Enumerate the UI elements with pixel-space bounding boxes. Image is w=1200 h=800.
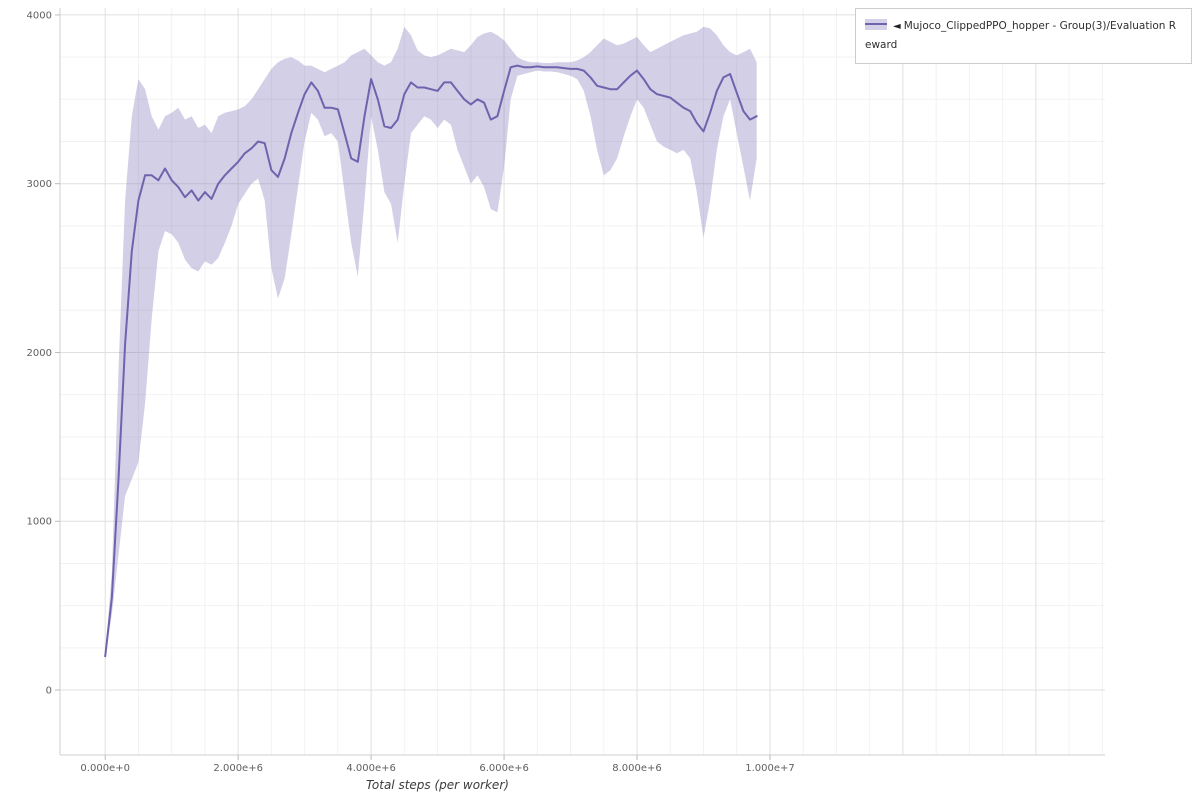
y-tick-labels: 0 1000 2000 3000 4000 bbox=[27, 10, 52, 696]
x-axis-title: Total steps (per worker) bbox=[366, 778, 509, 792]
mean-line bbox=[104, 64, 758, 658]
legend-swatch-icon bbox=[865, 19, 887, 30]
gridlines-major bbox=[60, 8, 1105, 755]
gridlines-minor bbox=[60, 8, 1105, 755]
y-tick-label: 0 bbox=[46, 686, 52, 697]
x-tick-label: 6.000e+6 bbox=[479, 763, 529, 774]
x-tick-label: 0.000e+0 bbox=[80, 763, 130, 774]
x-tick-labels: 0.000e+0 2.000e+6 4.000e+6 6.000e+6 8.000e+6… bbox=[80, 763, 794, 774]
legend-item[interactable]: ◄ Mujoco_ClippedPPO_hopper - Group(3)/Eva… bbox=[865, 17, 1182, 55]
y-tick-label: 3000 bbox=[27, 179, 52, 190]
x-tick-label: 8.000e+6 bbox=[612, 763, 662, 774]
axis-lines bbox=[59, 8, 1105, 756]
legend-label: Mujoco_ClippedPPO_hopper - Group(3)/Eval… bbox=[865, 20, 1177, 51]
y-tick-label: 4000 bbox=[27, 10, 52, 21]
legend: ◄ Mujoco_ClippedPPO_hopper - Group(3)/Eva… bbox=[855, 8, 1192, 64]
legend-swatch-line-icon bbox=[865, 23, 887, 25]
y-tick-label: 2000 bbox=[27, 348, 52, 359]
tick-marks bbox=[55, 14, 771, 760]
legend-marker-icon: ◄ bbox=[893, 21, 901, 32]
x-tick-label: 2.000e+6 bbox=[213, 763, 263, 774]
confidence-band bbox=[105, 26, 757, 658]
legend-label-wrap: ◄ Mujoco_ClippedPPO_hopper - Group(3)/Eva… bbox=[865, 19, 1177, 51]
x-tick-label: 4.000e+6 bbox=[346, 763, 396, 774]
x-tick-label: 1.000e+7 bbox=[745, 763, 795, 774]
y-tick-label: 1000 bbox=[27, 517, 52, 528]
